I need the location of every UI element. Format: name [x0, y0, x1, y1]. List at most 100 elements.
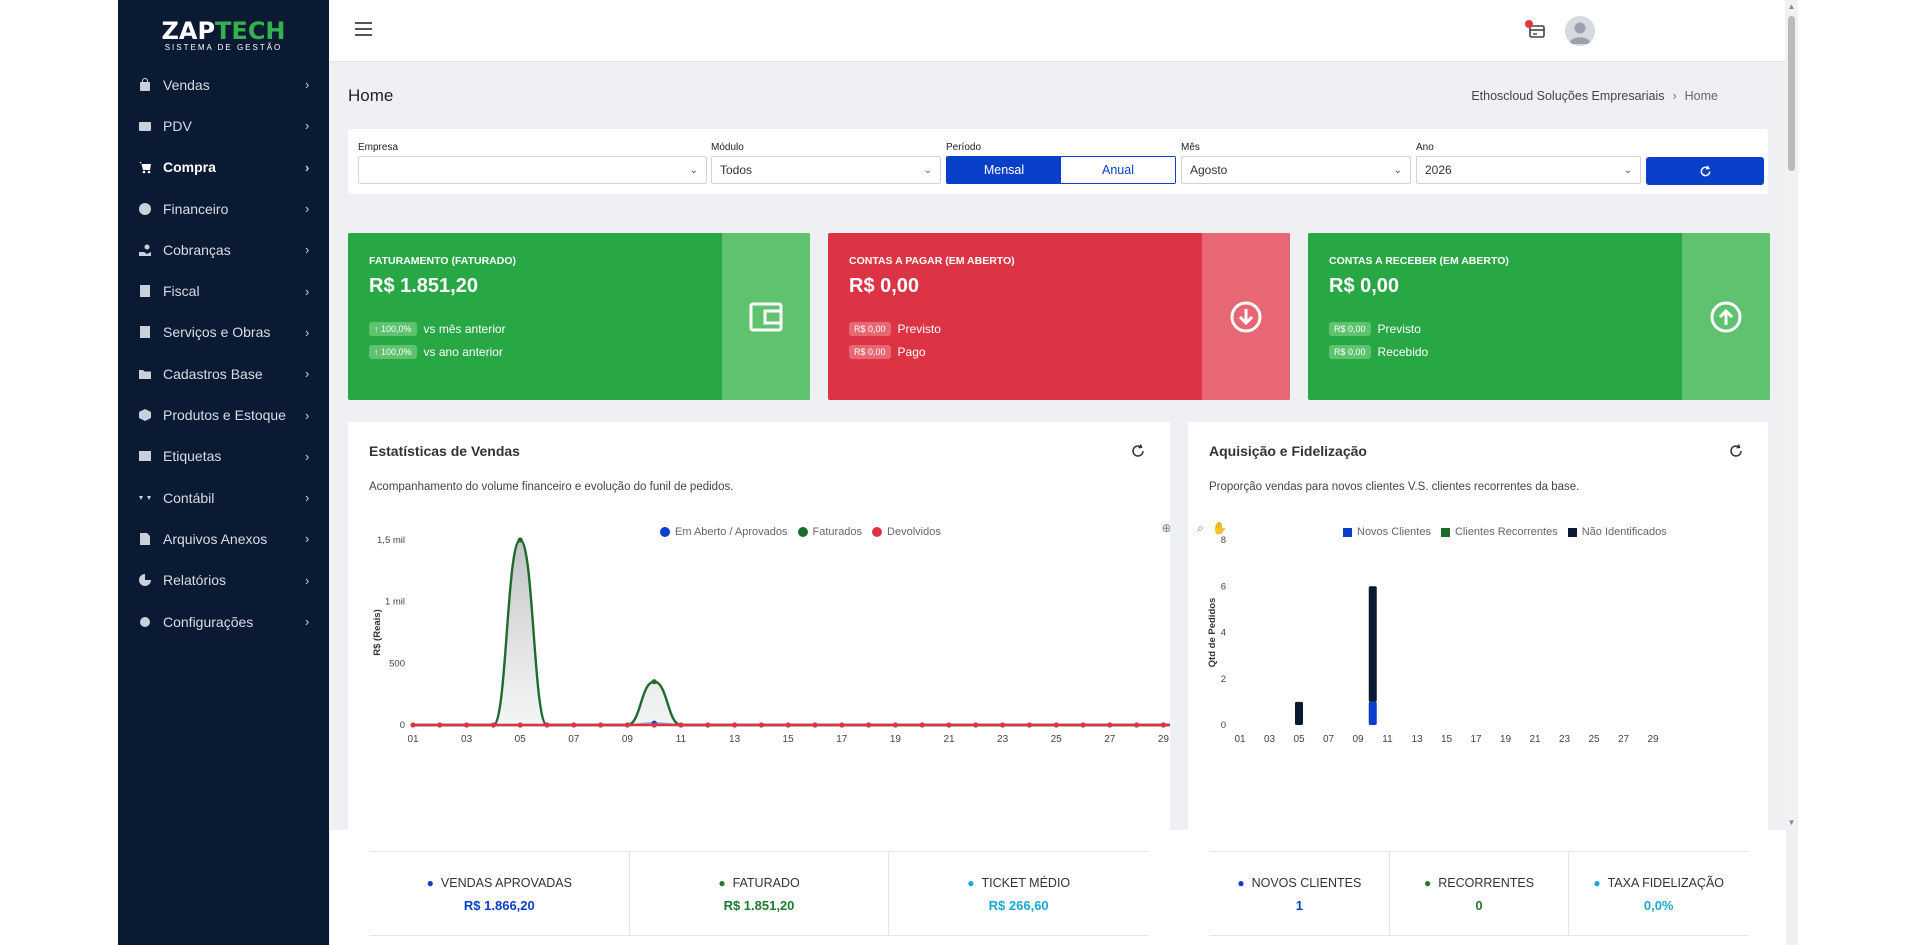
- cash-register-icon: [138, 119, 152, 133]
- legend-marker: [660, 527, 670, 537]
- data-point: [678, 722, 684, 728]
- sidebar-item-label: Compra: [163, 159, 216, 176]
- folder-icon: [138, 367, 152, 381]
- sidebar-item-relat-rios[interactable]: Relatórios ›: [118, 560, 329, 601]
- aquisicao-legend: Novos Clientes Clientes Recorrentes Não …: [1343, 526, 1677, 538]
- data-point: [544, 722, 550, 728]
- sidebar-item-produtos-e-estoque[interactable]: Produtos e Estoque ›: [118, 394, 329, 435]
- sidebar-item-cadastros-base[interactable]: Cadastros Base ›: [118, 353, 329, 394]
- brand-name-b: TECH: [215, 17, 286, 45]
- modulo-value: Todos: [720, 163, 753, 177]
- stat-label: NOVOS CLIENTES: [1251, 876, 1362, 890]
- fidelizacao-summary: ● NOVOS CLIENTES 1 ● RECORRENTES 0 ● TAXA FIDEL…: [1210, 851, 1748, 936]
- sidebar-item-label: Contábil: [163, 489, 215, 506]
- sidebar-item-servi-os-e-obras[interactable]: Serviços e Obras ›: [118, 312, 329, 353]
- topbar: [329, 0, 1798, 62]
- scrollbar-thumb[interactable]: [1788, 16, 1795, 171]
- legend-marker: [872, 527, 883, 537]
- data-point: [973, 722, 979, 728]
- vendas-chart: 0 500 1 mil 1,5 mil R$ (Reais) 01 03 05 07 09 11 13…: [372, 535, 1170, 745]
- notifications-icon[interactable]: [1525, 20, 1547, 42]
- x-tick-label: 03: [1264, 734, 1276, 745]
- kpi-pagar-card: CONTAS A PAGAR (EM ABERTO) R$ 0,00 R$ 0,…: [828, 233, 1290, 400]
- legend-marker: [1440, 527, 1450, 537]
- data-point: [1053, 722, 1059, 728]
- summary-stat: ● RECORRENTES 0: [1390, 852, 1570, 935]
- x-tick-label: 29: [1647, 734, 1659, 745]
- avatar[interactable]: [1565, 16, 1595, 46]
- chevron-right-icon: ›: [305, 366, 310, 382]
- data-point: [598, 722, 604, 728]
- sidebar-item-label: Arquivos Anexos: [163, 530, 268, 547]
- sidebar-item-compra[interactable]: Compra ›: [118, 147, 329, 188]
- page-scrollbar[interactable]: ▲ ▼: [1785, 0, 1798, 830]
- x-tick-label: 23: [1559, 734, 1571, 745]
- scroll-up-icon[interactable]: ▲: [1787, 2, 1796, 11]
- sidebar-item-label: Etiquetas: [163, 448, 222, 465]
- x-tick-label: 19: [1500, 734, 1512, 745]
- menu-toggle-icon[interactable]: [355, 22, 372, 36]
- chevron-right-icon: ›: [305, 448, 310, 464]
- sidebar-item-arquivos-anexos[interactable]: Arquivos Anexos ›: [118, 518, 329, 559]
- mes-select[interactable]: Agosto ⌄: [1181, 156, 1411, 184]
- stat-value: R$ 266,60: [988, 898, 1049, 913]
- legend-item[interactable]: Não Identificados: [1567, 526, 1667, 538]
- legend-item[interactable]: Clientes Recorrentes: [1440, 526, 1558, 538]
- sidebar-item-cont-bil[interactable]: Contábil ›: [118, 477, 329, 518]
- periodo-anual-button[interactable]: Anual: [1061, 157, 1175, 183]
- sidebar: ZAPTECH SISTEMA DE GESTÃO Vendas › PDV › Com…: [118, 0, 329, 945]
- chevron-right-icon: ›: [305, 324, 310, 340]
- chart-toolbar: ⊖ ⌕ ✋: [1188, 521, 1227, 535]
- dollar-circle-icon: [138, 202, 152, 216]
- x-tick-label: 07: [1323, 734, 1335, 745]
- scroll-down-icon[interactable]: ▼: [1787, 818, 1796, 827]
- kpi-value: R$ 0,00: [849, 275, 920, 297]
- legend-marker: [797, 527, 808, 537]
- y-tick-label: 8: [1221, 535, 1226, 546]
- y-tick-label: 6: [1221, 581, 1226, 592]
- legend-item[interactable]: Devolvidos: [872, 526, 941, 538]
- data-point: [866, 722, 872, 728]
- sidebar-item-vendas[interactable]: Vendas ›: [118, 64, 329, 105]
- refresh-icon[interactable]: [1728, 443, 1744, 459]
- bar-segment-n-o-identificados: [1295, 701, 1303, 725]
- y-tick-label: 0: [1221, 720, 1226, 731]
- sidebar-item-fiscal[interactable]: Fiscal ›: [118, 270, 329, 311]
- kpi-value: R$ 0,00: [1329, 275, 1400, 297]
- refresh-button[interactable]: [1646, 157, 1764, 185]
- empresa-select[interactable]: ⌄: [358, 156, 707, 184]
- arrow-up-circle-icon: [1682, 233, 1770, 400]
- cart-icon: ●: [426, 876, 434, 890]
- stat-value: 0,0%: [1643, 898, 1674, 913]
- legend-label: Faturados: [812, 526, 863, 538]
- data-point: [892, 722, 899, 728]
- periodo-mensal-button[interactable]: Mensal: [947, 157, 1061, 183]
- zoom-in-icon[interactable]: ⊕: [1161, 521, 1170, 535]
- kpi-row-text: Pago: [897, 345, 926, 359]
- sidebar-item-configura-es[interactable]: Configurações ›: [118, 601, 329, 642]
- x-tick-label: 21: [943, 734, 955, 745]
- refresh-icon: [1700, 165, 1710, 176]
- zoom-icon[interactable]: ⌕: [1197, 521, 1204, 535]
- pan-hand-icon[interactable]: ✋: [1212, 521, 1227, 535]
- chevron-right-icon: ›: [305, 242, 310, 258]
- refresh-icon[interactable]: [1130, 443, 1146, 459]
- sidebar-item-financeiro[interactable]: Financeiro ›: [118, 188, 329, 229]
- sidebar-item-pdv[interactable]: PDV ›: [118, 105, 329, 146]
- brand-logo[interactable]: ZAPTECH SISTEMA DE GESTÃO: [156, 18, 291, 52]
- ano-select[interactable]: 2026 ⌄: [1416, 156, 1641, 184]
- gear-icon: [138, 615, 152, 629]
- sidebar-item-cobran-as[interactable]: Cobranças ›: [118, 229, 329, 270]
- legend-item[interactable]: Novos Clientes: [1343, 526, 1431, 538]
- sidebar-item-label: Cadastros Base: [163, 365, 263, 382]
- modulo-select[interactable]: Todos ⌄: [711, 156, 941, 184]
- legend-marker: [1567, 527, 1577, 537]
- clock-icon: ●: [1593, 876, 1601, 890]
- x-tick-label: 23: [997, 734, 1009, 745]
- periodo-label: Período: [946, 142, 982, 153]
- chevron-right-icon: ›: [305, 159, 310, 175]
- sidebar-item-etiquetas[interactable]: Etiquetas ›: [118, 436, 329, 477]
- breadcrumb-company[interactable]: Ethoscloud Soluções Empresariais: [1471, 89, 1665, 103]
- legend-item[interactable]: Faturados: [797, 526, 863, 538]
- legend-item[interactable]: Em Aberto / Aprovados: [660, 526, 788, 538]
